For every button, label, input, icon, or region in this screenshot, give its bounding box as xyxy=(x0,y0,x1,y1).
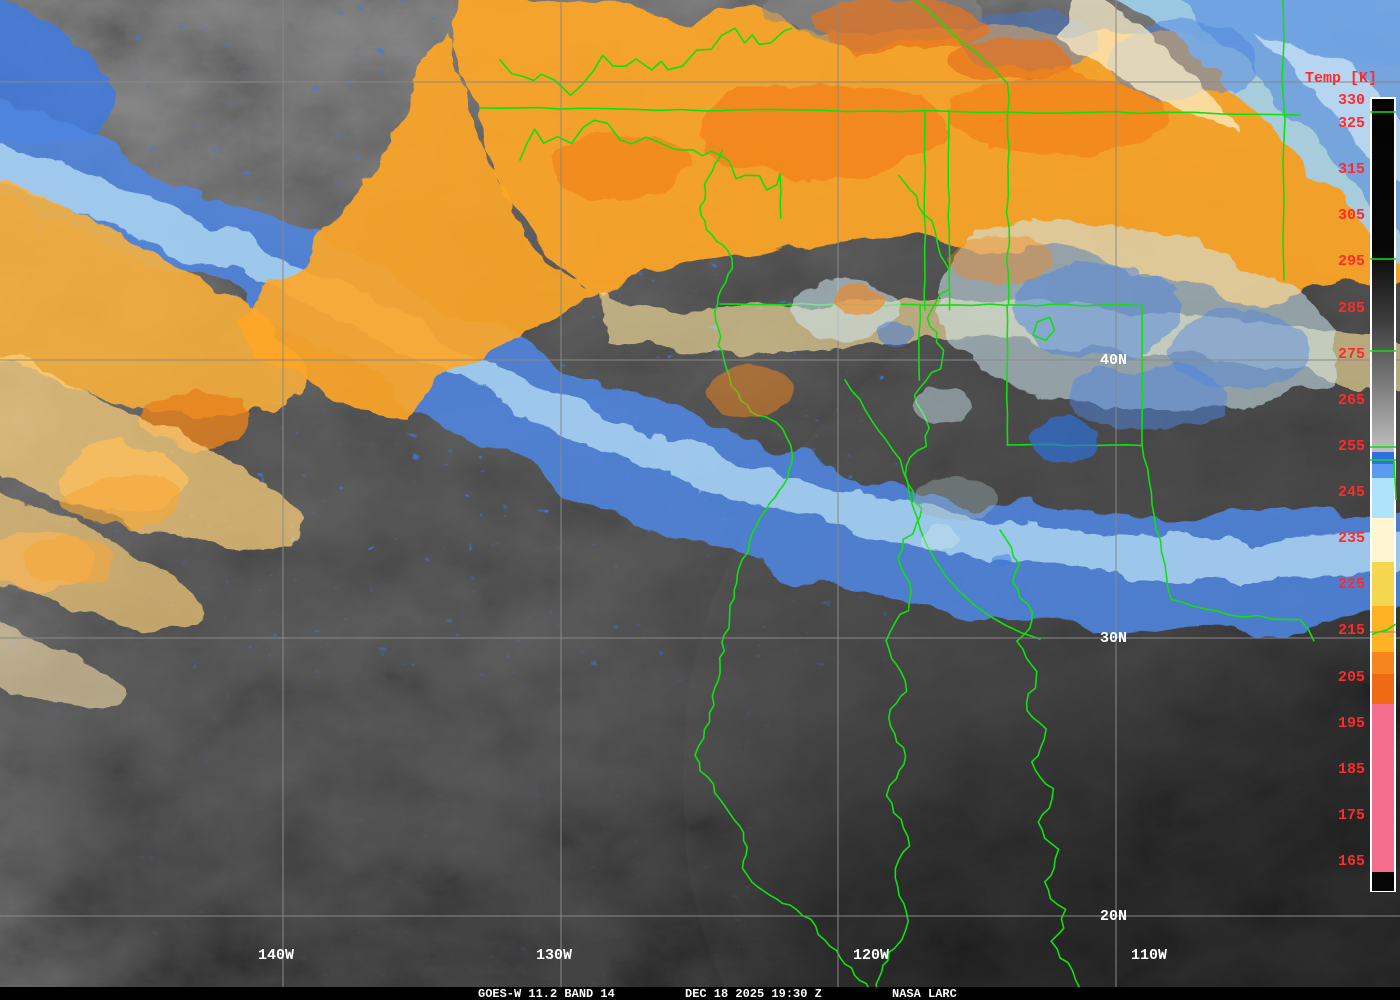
svg-text:265: 265 xyxy=(1338,392,1365,409)
svg-text:205: 205 xyxy=(1338,669,1365,686)
svg-text:315: 315 xyxy=(1338,161,1365,178)
svg-text:235: 235 xyxy=(1338,530,1365,547)
svg-text:195: 195 xyxy=(1338,715,1365,732)
svg-text:140W: 140W xyxy=(258,947,294,964)
svg-text:110W: 110W xyxy=(1131,947,1167,964)
svg-text:245: 245 xyxy=(1338,484,1365,501)
svg-text:40N: 40N xyxy=(1100,352,1127,369)
svg-text:30N: 30N xyxy=(1100,630,1127,647)
svg-text:275: 275 xyxy=(1338,346,1365,363)
svg-text:165: 165 xyxy=(1338,853,1365,870)
svg-text:285: 285 xyxy=(1338,300,1365,317)
svg-text:120W: 120W xyxy=(853,947,889,964)
svg-text:175: 175 xyxy=(1338,807,1365,824)
svg-text:215: 215 xyxy=(1338,622,1365,639)
svg-text:NASA LARC: NASA LARC xyxy=(892,987,957,1000)
svg-text:Temp [K]: Temp [K] xyxy=(1305,70,1377,87)
svg-text:185: 185 xyxy=(1338,761,1365,778)
svg-text:330: 330 xyxy=(1338,92,1365,109)
svg-text:GOES-W 11.2 BAND 14: GOES-W 11.2 BAND 14 xyxy=(478,987,615,1000)
svg-text:295: 295 xyxy=(1338,253,1365,270)
svg-text:20N: 20N xyxy=(1100,908,1127,925)
svg-text:325: 325 xyxy=(1338,115,1365,132)
svg-text:130W: 130W xyxy=(536,947,572,964)
svg-text:DEC 18 2025 19:30 Z: DEC 18 2025 19:30 Z xyxy=(685,987,822,1000)
svg-text:255: 255 xyxy=(1338,438,1365,455)
svg-text:225: 225 xyxy=(1338,576,1365,593)
svg-text:305: 305 xyxy=(1338,207,1365,224)
